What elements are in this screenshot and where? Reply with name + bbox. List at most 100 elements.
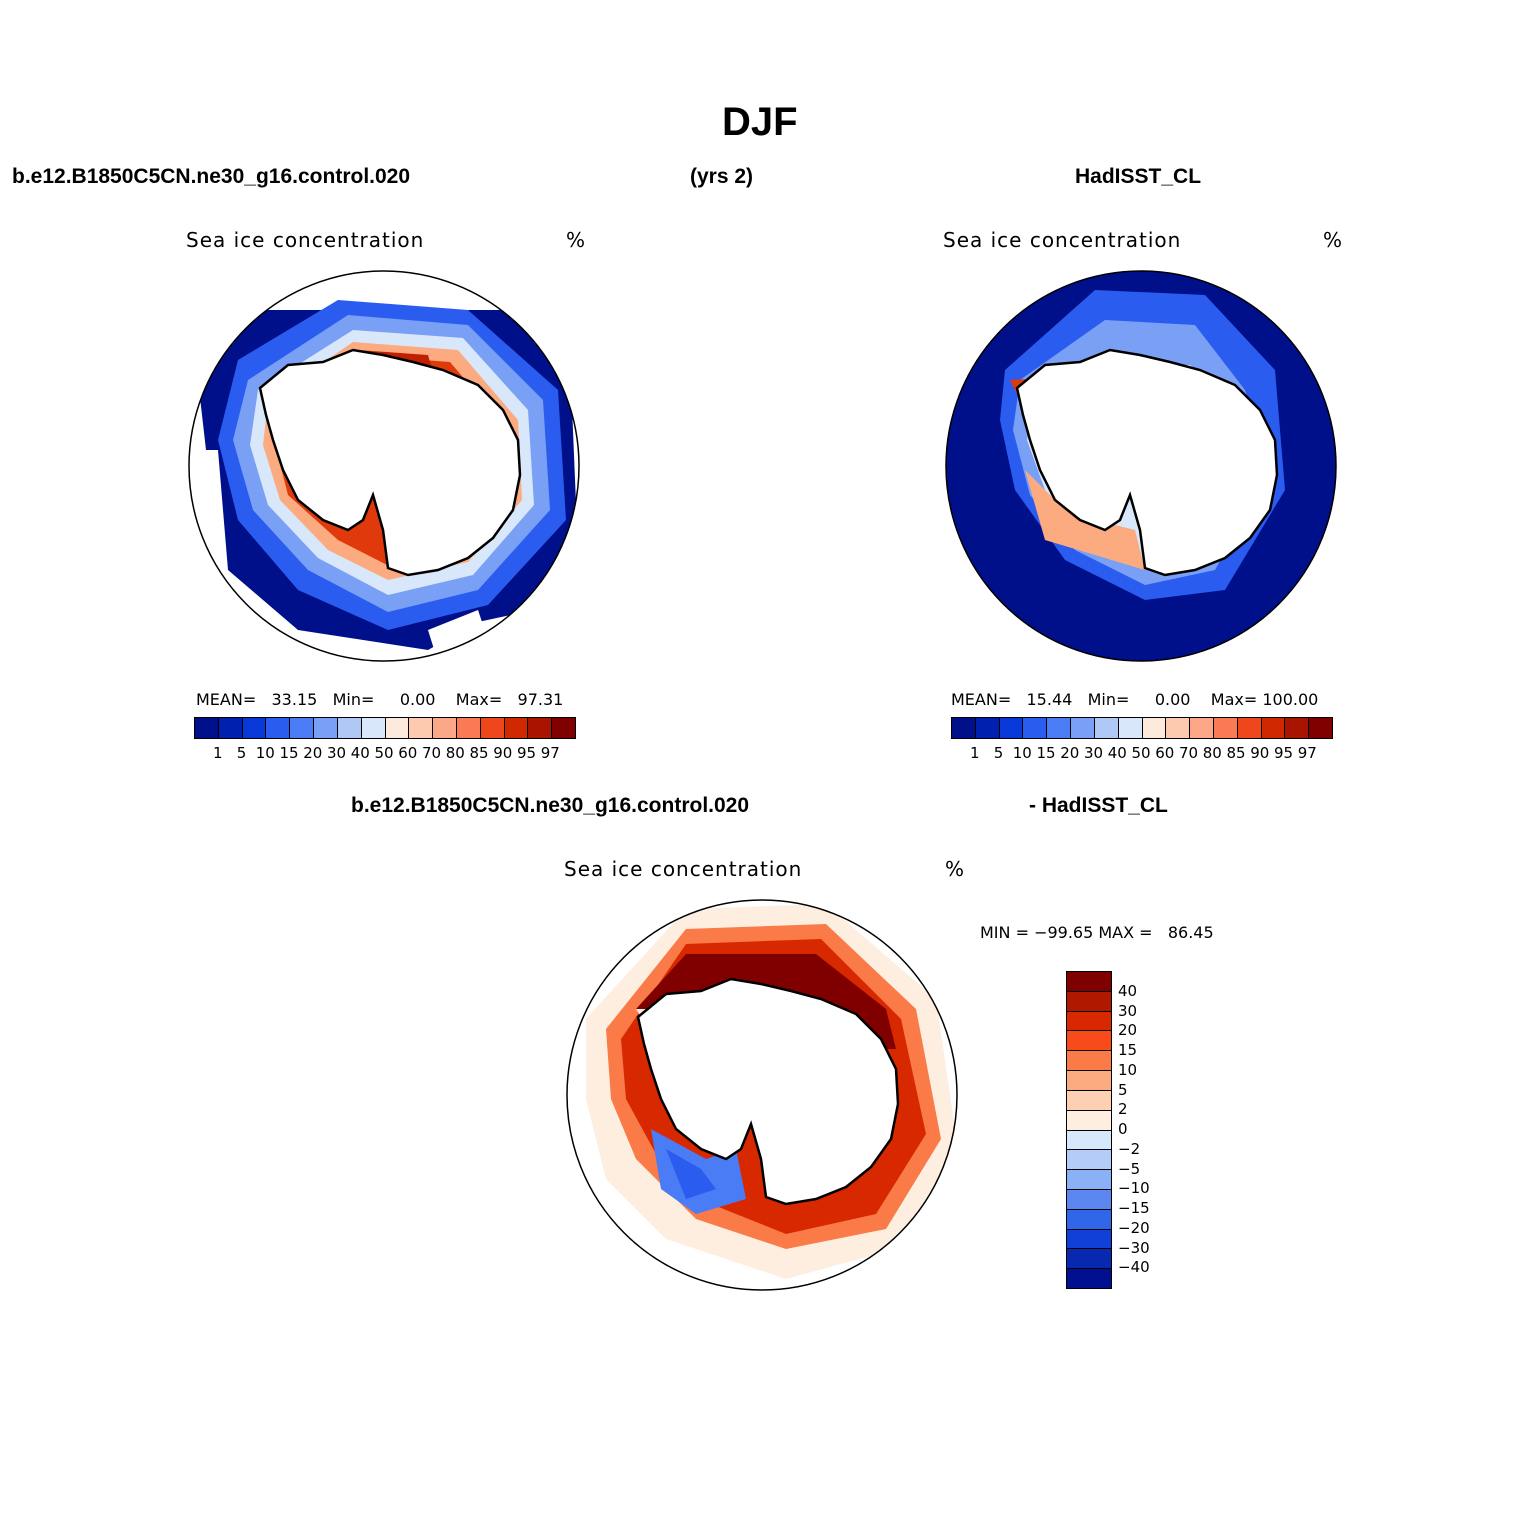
left-colorbar-swatch [456,718,481,738]
figure-title: DJF [722,100,798,144]
right-colorbar-tick-label: 1 [969,744,980,762]
right-colorbar-swatch [975,718,1000,738]
right-map [945,270,1337,662]
right-colorbar-swatch [1047,718,1072,738]
left-colorbar-swatch [480,718,505,738]
diff-colorbar-swatch [1067,1071,1111,1091]
diff-colorbar-tick-label: 5 [1118,1080,1128,1099]
right-colorbar-swatch [1309,718,1332,738]
left-colorbar-swatch [242,718,267,738]
diff-colorbar-swatch [1067,1150,1111,1171]
left-max-label: Max= [455,690,503,709]
right-colorbar-swatch [1237,718,1262,738]
right-colorbar-swatch [1190,718,1214,738]
diff-colorbar-tick-label: −10 [1118,1179,1150,1198]
left-colorbar-swatch [266,718,291,738]
left-colorbar-tick-label: 80 [445,744,465,762]
right-colorbar-tick-label: 15 [1036,744,1056,762]
antarctica-coastline-icon [1015,348,1279,577]
right-colorbar-swatch [1094,718,1119,738]
left-stats: MEAN= 33.15 Min= 0.00 Max= 97.31 [196,690,563,709]
left-colorbar-tick-label: 60 [398,744,418,762]
right-colorbar-tick-label: 95 [1273,744,1294,762]
antarctica-coastline-icon [636,977,900,1206]
left-colorbar-tick-label: 90 [493,744,513,762]
diff-colorbar-tick-label: −20 [1118,1218,1150,1237]
diff-colorbar-tick-label: 40 [1118,981,1138,1000]
right-colorbar-swatch [1142,718,1167,738]
diff-colorbar [1066,971,1112,1289]
left-colorbar-tick-label: 15 [279,744,299,762]
left-colorbar-swatch [290,718,315,738]
case-name-label: b.e12.B1850C5CN.ne30_g16.control.020 [12,165,411,188]
right-min: 0.00 [1154,690,1191,709]
left-colorbar-swatch [314,718,338,738]
diff-colorbar-tick-label: −30 [1118,1238,1150,1257]
diff-colorbar-swatch [1067,1189,1111,1210]
diff-map [566,899,958,1291]
right-colorbar-swatch [1213,718,1238,738]
right-colorbar-swatch [1023,718,1048,738]
right-colorbar-tick-label: 97 [1297,744,1317,762]
right-colorbar-swatch [1261,718,1286,738]
diff-colorbar-tick-label: 2 [1118,1100,1128,1119]
diff-colorbar-tick-label: −40 [1118,1258,1150,1277]
right-colorbar-tick-label: 40 [1107,744,1127,762]
left-min-label: Min= [332,690,375,709]
diff-colorbar-swatch [1067,1249,1111,1270]
left-colorbar-swatch [528,718,553,738]
left-colorbar-swatch [361,718,386,738]
right-colorbar-swatch [952,718,976,738]
left-panel-variable: Sea ice concentration [186,228,425,252]
right-mean-label: MEAN= [951,690,1012,709]
left-colorbar-tick-label: 30 [326,744,347,762]
left-colorbar-tick-label: 70 [421,744,442,762]
left-colorbar-swatch [504,718,529,738]
diff-colorbar-swatch [1067,972,1111,992]
left-colorbar-swatch [218,718,243,738]
left-colorbar-tick-label: 95 [516,744,537,762]
left-max: 97.31 [517,690,564,709]
diff-colorbar-swatch [1067,1269,1111,1288]
left-panel-units: % [566,228,587,252]
right-colorbar-swatch [1166,718,1191,738]
diff-colorbar-swatch [1067,1130,1111,1151]
diff-colorbar-tick-label: −2 [1118,1139,1141,1158]
left-colorbar-tick-label: 97 [540,744,560,762]
left-colorbar-tick-label: 10 [255,744,275,762]
diff-colorbar-labels: 40 30 20 15 10 5 2 0 −2 −5 −10 −15 −20 −30 −40 [1118,971,1178,1287]
right-colorbar-tick-label: 70 [1178,744,1199,762]
diff-colorbar-tick-label: 10 [1118,1060,1138,1079]
right-stats: MEAN= 15.44 Min= 0.00 Max= 100.00 [951,690,1318,709]
left-colorbar-tick-label: 40 [350,744,370,762]
obs-name-label: HadISST_CL [1075,165,1202,188]
left-colorbar-swatch [433,718,457,738]
right-min-label: Min= [1087,690,1130,709]
right-colorbar-tick-label: 80 [1202,744,1222,762]
right-colorbar-swatch [1071,718,1095,738]
diff-colorbar-tick-label: −5 [1118,1159,1141,1178]
diff-colorbar-tick-label: 30 [1118,1001,1138,1020]
diff-colorbar-swatch [1067,991,1111,1012]
right-colorbar [951,717,1333,739]
right-mean: 15.44 [1026,690,1073,709]
diff-minmax: MIN = −99.65 MAX = 86.45 [980,923,1214,942]
right-colorbar-tick-label: 50 [1131,744,1151,762]
diff-colorbar-swatch [1067,1170,1111,1190]
diff-colorbar-tick-label: 20 [1118,1021,1138,1040]
left-colorbar-swatch [552,718,575,738]
left-mean: 33.15 [271,690,318,709]
years-label: (yrs 2) [690,165,754,188]
right-max-label: Max= [1210,690,1258,709]
left-colorbar-swatch [337,718,362,738]
left-colorbar-swatch [195,718,219,738]
right-colorbar-swatch [999,718,1024,738]
diff-obs-name: - HadISST_CL [1029,794,1168,817]
left-colorbar-tick-label: 85 [469,744,489,762]
right-colorbar-swatch [1285,718,1310,738]
right-colorbar-tick-label: 90 [1250,744,1270,762]
diff-colorbar-tick-label: −15 [1118,1199,1150,1217]
antarctica-coastline-icon [258,348,522,577]
diff-case-name: b.e12.B1850C5CN.ne30_g16.control.020 [351,794,750,817]
right-colorbar-tick-label: 20 [1060,744,1080,762]
